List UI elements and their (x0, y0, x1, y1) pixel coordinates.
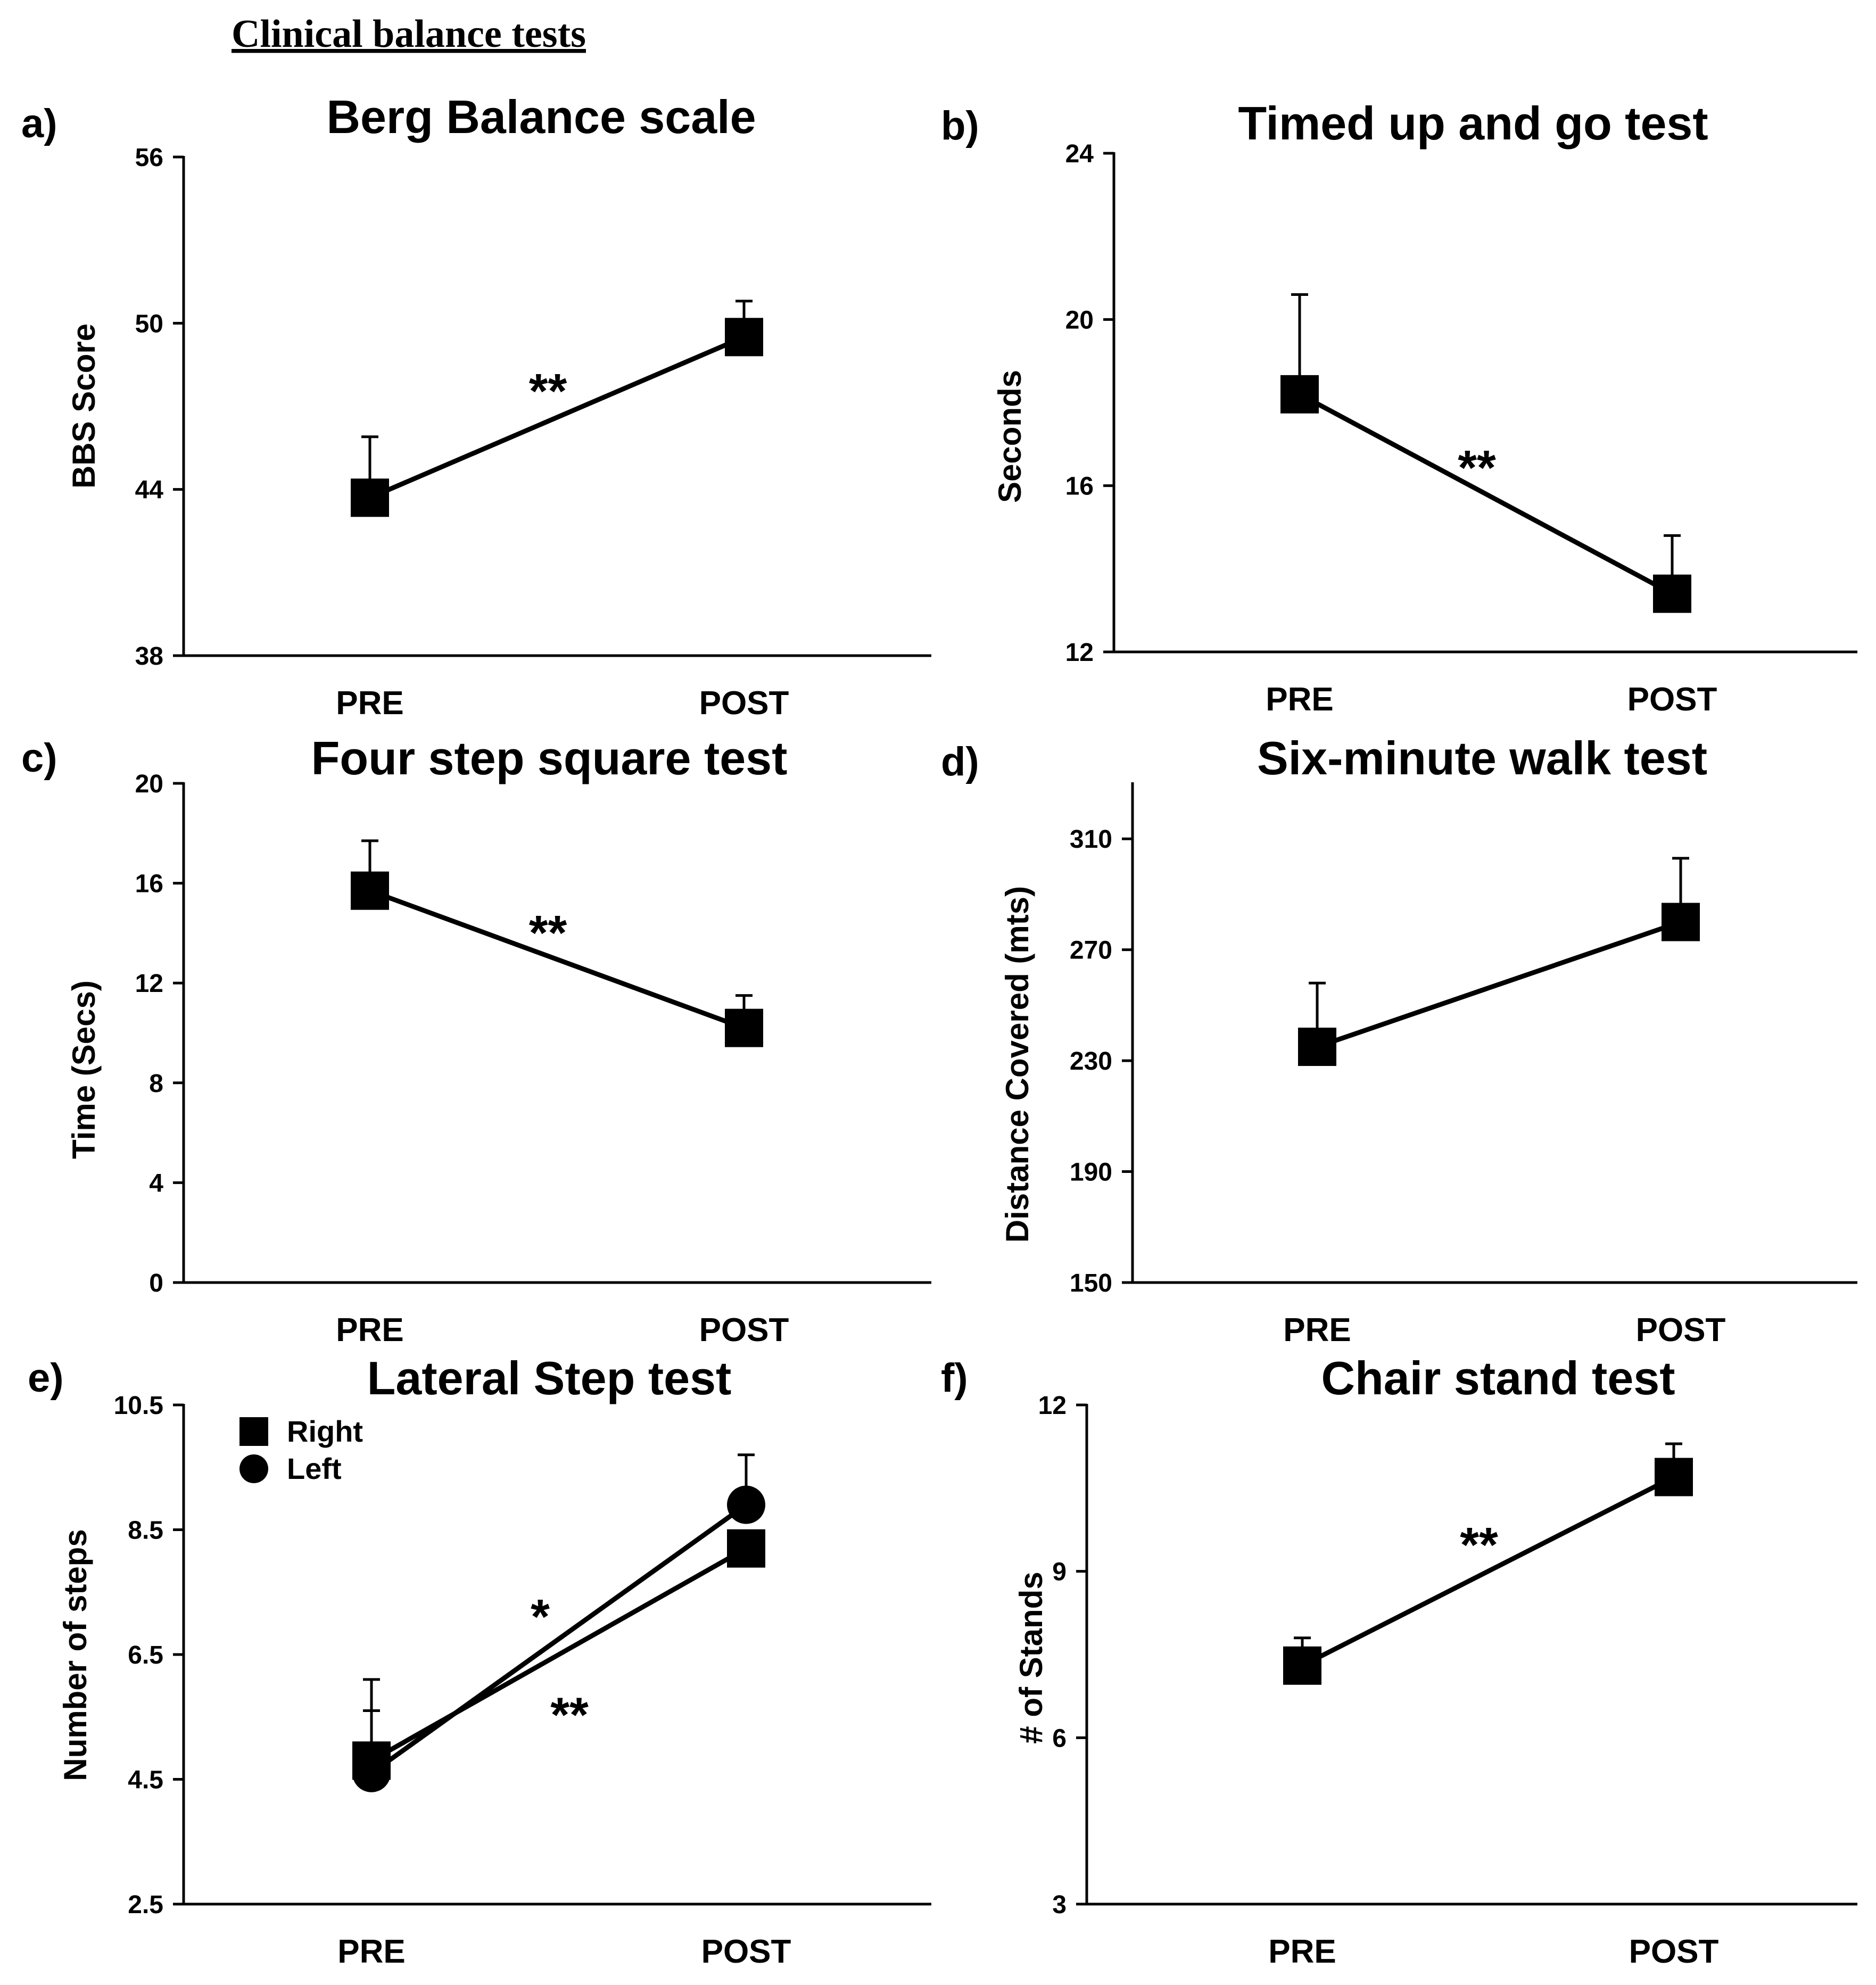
series-line (369, 335, 745, 500)
y-tick-label: 270 (1070, 937, 1112, 965)
x-tick-label-post: POST (1627, 681, 1717, 718)
series-line (1301, 1475, 1675, 1668)
data-point-post (725, 318, 763, 357)
legend-label-right: Right (287, 1415, 363, 1448)
y-tick-label: 44 (135, 476, 164, 504)
chart-panel-d: d) Six-minute walk test Distance Covered (… (941, 732, 1857, 1349)
chart-title: Chair stand test (1321, 1352, 1675, 1404)
chart-title: Four step square test (311, 732, 788, 784)
chart-title: Lateral Step test (367, 1352, 732, 1404)
panel-label: d) (941, 739, 979, 784)
y-tick-label: 4.5 (128, 1766, 163, 1794)
y-tick-label: 230 (1070, 1047, 1112, 1076)
legend-marker-left (239, 1454, 268, 1483)
y-axis-label: BBS Score (66, 324, 102, 489)
y-tick-label: 0 (149, 1269, 163, 1297)
legend: Right Left (239, 1415, 363, 1485)
y-tick-label: 4 (149, 1169, 163, 1197)
panel-label: c) (21, 735, 57, 781)
y-axis-label: Seconds (992, 370, 1028, 503)
y-tick-label: 38 (135, 642, 163, 671)
panel-label: b) (941, 103, 979, 148)
data-point-pre (1298, 1028, 1336, 1066)
x-tick-label-post: POST (1636, 1312, 1726, 1349)
y-axis-label: # of Stands (1013, 1572, 1049, 1743)
data-point-pre (351, 478, 389, 517)
series-line (1298, 392, 1674, 596)
data-point-post (725, 1008, 763, 1047)
x-tick-label-pre: PRE (336, 1312, 403, 1349)
significance-marker: ** (529, 906, 567, 961)
x-tick-label-post: POST (699, 685, 789, 722)
y-tick-label: 50 (135, 310, 163, 338)
y-tick-label: 9 (1052, 1558, 1067, 1586)
y-tick-label: 310 (1070, 825, 1112, 854)
y-tick-label: 3 (1052, 1891, 1067, 1919)
x-tick-label-post: POST (1629, 1933, 1719, 1970)
y-axis-label: Time (Secs) (66, 980, 102, 1159)
chart-title: Berg Balance scale (326, 90, 756, 143)
chart-panel-b: b) Timed up and go test Seconds 12 16 20 24 PRE… (941, 97, 1857, 718)
significance-marker: ** (529, 364, 567, 418)
series-line-left (370, 1502, 748, 1775)
y-tick-label: 56 (135, 144, 163, 172)
panel-label: f) (941, 1355, 968, 1401)
data-point-post (1653, 574, 1691, 613)
y-tick-label: 16 (1065, 473, 1094, 501)
chart-panel-f: f) Chair stand test # of Stands 3 6 9 12 PRE POS… (941, 1352, 1857, 1970)
y-tick-label: 150 (1070, 1269, 1112, 1297)
chart-panel-c: c) Four step square test Time (Secs) 0 4 8 12 1… (21, 732, 931, 1349)
y-tick-label: 8 (149, 1070, 163, 1098)
x-tick-label-pre: PRE (1266, 681, 1333, 718)
y-tick-label: 24 (1065, 140, 1094, 168)
x-tick-label-post: POST (701, 1933, 791, 1970)
y-axis-label: Distance Covered (mts) (999, 886, 1035, 1243)
data-point-post-right (727, 1529, 765, 1568)
legend-marker-right (239, 1417, 268, 1446)
significance-marker: ** (1460, 1518, 1498, 1573)
figure-title: Clinical balance tests (232, 12, 586, 56)
data-point-pre (1280, 375, 1319, 413)
y-tick-label: 6.5 (128, 1641, 163, 1669)
chart-panel-a: a) Berg Balance scale BBS Score 38 44 50 56 PRE… (21, 90, 931, 722)
y-tick-label: 12 (135, 970, 163, 998)
panel-label: a) (21, 101, 57, 146)
y-tick-label: 20 (1065, 306, 1094, 334)
y-tick-label: 12 (1038, 1392, 1067, 1420)
chart-title: Timed up and go test (1238, 97, 1708, 150)
y-tick-label: 12 (1065, 639, 1094, 667)
x-tick-label-pre: PRE (1268, 1933, 1336, 1970)
y-tick-label: 8.5 (128, 1517, 163, 1545)
series-line-right (370, 1546, 748, 1763)
x-tick-label-pre: PRE (1283, 1312, 1351, 1349)
y-tick-label: 16 (135, 870, 163, 898)
significance-marker-right: ** (550, 1688, 589, 1742)
data-point-pre (1283, 1646, 1321, 1685)
data-point-pre-left (352, 1754, 391, 1792)
chart-panel-e: e) Lateral Step test Number of steps 2.5 4.5… (28, 1352, 931, 1970)
data-point-post (1655, 1458, 1693, 1496)
x-tick-label-pre: PRE (337, 1933, 405, 1970)
y-tick-label: 10.5 (114, 1392, 163, 1420)
significance-marker-left: * (531, 1590, 550, 1644)
data-point-post-left (727, 1485, 765, 1524)
series-line (1316, 920, 1682, 1049)
chart-title: Six-minute walk test (1257, 732, 1707, 784)
x-tick-label-post: POST (699, 1312, 789, 1349)
y-tick-label: 2.5 (128, 1891, 163, 1919)
legend-label-left: Left (287, 1452, 342, 1485)
y-axis-label: Number of steps (57, 1529, 93, 1781)
y-tick-label: 20 (135, 770, 163, 798)
y-tick-label: 6 (1052, 1724, 1067, 1752)
x-tick-label-pre: PRE (336, 685, 403, 722)
panel-label: e) (28, 1355, 64, 1401)
data-point-post (1662, 903, 1700, 941)
y-tick-label: 190 (1070, 1159, 1112, 1187)
data-point-pre (351, 871, 389, 910)
series-line (369, 888, 745, 1030)
significance-marker: ** (1458, 441, 1496, 495)
